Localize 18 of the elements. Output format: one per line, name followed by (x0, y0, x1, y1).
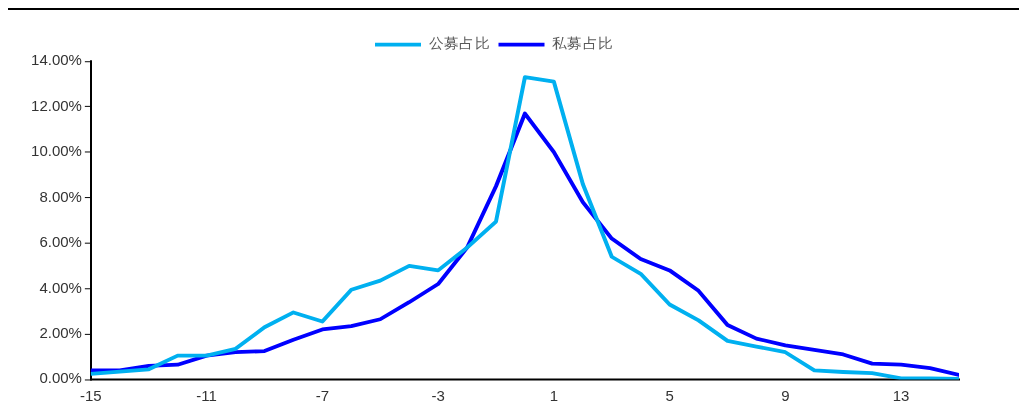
y-tick-label: 12.00% (31, 97, 82, 114)
y-tick-label: 8.00% (39, 188, 82, 205)
x-tick-label: 1 (549, 387, 559, 404)
x-tick-label: -3 (431, 387, 445, 404)
x-tick-label: -7 (315, 387, 330, 404)
y-tick-label: 2.00% (39, 325, 82, 341)
legend-label: 公募占比 (428, 34, 491, 52)
y-tick-label: 0.00% (39, 370, 82, 387)
y-tick-label: 10.00% (31, 143, 82, 160)
x-tick-label: 9 (781, 387, 790, 404)
x-tick-label: 5 (665, 387, 674, 404)
y-tick-label: 14.00% (31, 52, 82, 69)
x-tick-label: -11 (196, 387, 217, 404)
x-tick-label: 13 (892, 387, 910, 404)
legend-label: 私募占比 (552, 34, 614, 52)
y-tick-label: 4.00% (39, 279, 82, 296)
y-tick-label: 6.00% (39, 234, 82, 250)
x-tick-label: -15 (80, 387, 102, 404)
